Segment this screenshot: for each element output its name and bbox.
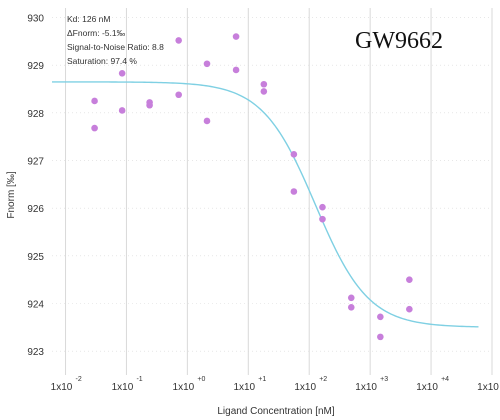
x-tick-label: 1x10	[51, 382, 73, 393]
data-point	[91, 124, 98, 132]
data-point	[377, 333, 384, 341]
x-tick-label: 1x10	[416, 382, 438, 393]
data-point	[319, 215, 326, 223]
annotation-signal-to-noise: Signal-to-Noise Ratio: 8.8	[67, 42, 164, 52]
data-point	[377, 313, 384, 321]
x-tick-exponent: +2	[319, 376, 327, 383]
y-tick-label: 930	[27, 14, 44, 25]
annotation-kd: Kd: 126 nM	[67, 14, 110, 24]
y-tick-label: 924	[27, 300, 44, 311]
annotation-saturation: Saturation: 97.4 %	[67, 56, 137, 66]
y-tick-label: 925	[27, 252, 44, 263]
data-point	[175, 37, 182, 44]
y-tick-label: 923	[27, 347, 44, 358]
x-tick-exponent: -2	[76, 376, 82, 383]
data-point	[118, 69, 126, 77]
x-tick-exponent: +1	[258, 376, 266, 383]
x-tick-label: 1x10	[294, 382, 316, 393]
data-point	[91, 97, 98, 105]
fit-curve	[52, 81, 479, 328]
x-tick-label: 1x10	[233, 382, 255, 393]
x-tick-exponent: +3	[380, 376, 388, 383]
annotation-delta-fnorm: ΔFnorm: -5.1‰	[67, 28, 126, 38]
data-point	[203, 60, 211, 68]
data-point	[260, 88, 268, 95]
x-tick-exponent: -1	[136, 376, 142, 383]
compound-title: GW9662	[355, 28, 443, 54]
data-point	[406, 305, 413, 313]
x-axis-title: Ligand Concentration [nM]	[217, 406, 335, 417]
x-tick-label: 1x10	[477, 382, 499, 393]
y-axis-title: Fnorm [‰]	[6, 171, 17, 218]
x-tick-label: 1x10	[112, 382, 134, 393]
x-tick-exponent: +4	[441, 376, 449, 383]
data-point	[260, 80, 268, 88]
y-tick-label: 929	[27, 61, 44, 72]
data-point	[175, 91, 182, 99]
data-point	[118, 107, 126, 114]
data-point	[146, 101, 153, 109]
data-point	[319, 203, 326, 211]
x-tick-exponent: +0	[197, 376, 205, 383]
data-point	[347, 294, 355, 302]
data-point	[347, 304, 355, 311]
data-point	[232, 33, 240, 40]
y-tick-label: 928	[27, 109, 44, 120]
data-point	[290, 151, 298, 158]
y-tick-label: 927	[27, 157, 44, 168]
x-tick-label: 1x10	[355, 382, 377, 393]
data-point	[232, 66, 240, 74]
data-point	[406, 276, 413, 283]
y-tick-label: 926	[27, 204, 44, 215]
x-tick-label: 1x10	[173, 382, 195, 393]
data-point	[203, 117, 211, 125]
data-point	[290, 188, 298, 195]
